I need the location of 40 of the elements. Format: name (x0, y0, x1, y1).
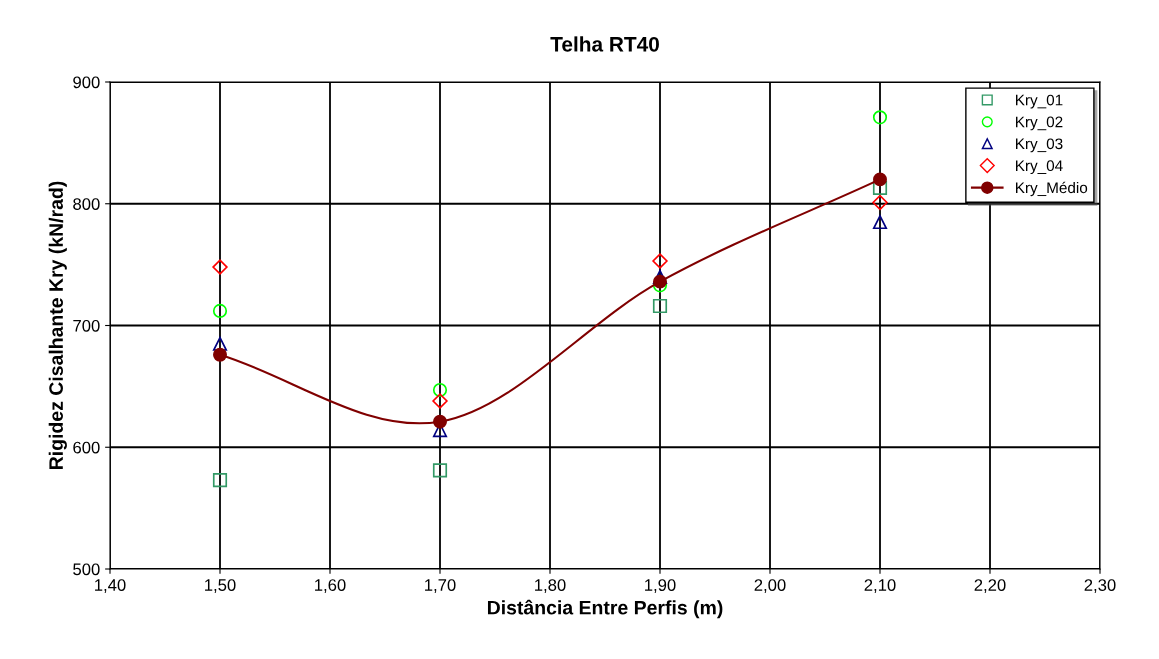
x-tick-label: 2,30 (1084, 579, 1116, 593)
point (212, 259, 228, 275)
y-axis-title: Rigidez Cisalhante Kry (kN/rad) (48, 181, 67, 469)
x-tick-label: 2,20 (974, 579, 1006, 593)
point (432, 382, 448, 398)
point (212, 303, 228, 318)
y-tick-label: 500 (73, 563, 100, 576)
x-axis-title: Distância Entre Perfis (m) (487, 599, 723, 619)
chart-title: Telha RT40 (550, 36, 659, 52)
point (872, 180, 888, 196)
point (433, 414, 447, 429)
point (212, 336, 228, 351)
point (213, 347, 227, 362)
point (652, 298, 668, 314)
point (873, 172, 887, 187)
legend-label: Kry_04 (1016, 160, 1063, 175)
x-tick-label: 1,90 (645, 579, 676, 593)
legend-label: Kry_02 (1016, 116, 1063, 131)
y-tick-label: 600 (73, 441, 100, 454)
point (432, 463, 448, 478)
x-tick-label: 2,10 (864, 579, 896, 593)
x-tick-label: 1,60 (315, 579, 346, 593)
x-tick-label: 1,80 (535, 579, 566, 593)
point (212, 473, 228, 488)
point (653, 274, 667, 289)
x-tick-label: 1,70 (425, 579, 456, 593)
legend-label: Kry_Médio (1016, 181, 1088, 197)
y-tick-label: 700 (73, 319, 100, 332)
point (872, 194, 888, 211)
legend-label: Kry_01 (1016, 94, 1063, 109)
y-tick-label: 800 (73, 198, 100, 210)
x-tick-label: 1,40 (95, 579, 126, 593)
legend-label: Kry_03 (1016, 138, 1063, 153)
point (652, 253, 668, 269)
x-tick-label: 1,50 (205, 579, 236, 593)
point (872, 110, 888, 125)
x-tick-label: 2,00 (754, 579, 786, 593)
point (432, 393, 448, 409)
y-tick-label: 900 (73, 76, 100, 89)
point (872, 214, 888, 230)
